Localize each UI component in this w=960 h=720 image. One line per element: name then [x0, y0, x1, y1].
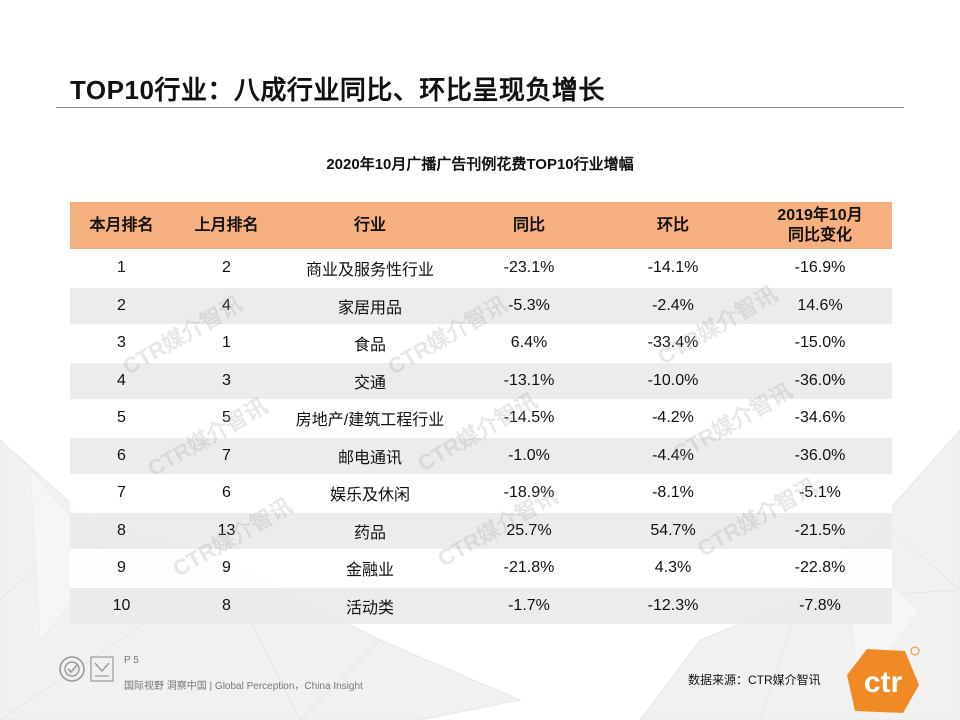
- header-yoy: 同比: [460, 202, 598, 250]
- cell-current-rank: 2: [70, 286, 173, 325]
- industry-growth-table: 本月排名 上月排名 行业 同比 环比 2019年10月 同比变化 1 2 商业及…: [70, 202, 892, 624]
- header-mom: 环比: [598, 202, 748, 250]
- cell-industry: 药品: [280, 511, 460, 550]
- cell-yoy: -1.7%: [460, 586, 598, 624]
- cell-industry: 商业及服务性行业: [280, 249, 460, 287]
- cell-mom: 54.7%: [598, 511, 748, 550]
- table-row: 10 8 活动类 -1.7% -12.3% -7.8%: [70, 586, 892, 624]
- cell-current-rank: 10: [70, 586, 173, 624]
- cell-last-rank: 1: [173, 324, 280, 362]
- cell-last-rank: 13: [173, 511, 280, 550]
- cell-mom: -12.3%: [598, 586, 748, 624]
- cell-yoy: -5.3%: [460, 286, 598, 325]
- cell-mom: 4.3%: [598, 549, 748, 587]
- cell-yoy: -13.1%: [460, 361, 598, 400]
- cell-mom: -2.4%: [598, 286, 748, 325]
- cell-current-rank: 1: [70, 249, 173, 287]
- header-industry: 行业: [280, 202, 460, 250]
- table-row: 7 6 娱乐及休闲 -18.9% -8.1% -5.1%: [70, 474, 892, 512]
- header-last-rank: 上月排名: [173, 202, 280, 250]
- table-row: 6 7 邮电通讯 -1.0% -4.4% -36.0%: [70, 436, 892, 475]
- certification-logos: [59, 656, 114, 682]
- cell-mom: -10.0%: [598, 361, 748, 400]
- cell-yoy: -14.5%: [460, 399, 598, 437]
- cell-last-rank: 4: [173, 286, 280, 325]
- table-caption: 2020年10月广播广告刊例花费TOP10行业增幅: [326, 156, 634, 173]
- cell-last-rank: 9: [173, 549, 280, 587]
- cell-yoy: -23.1%: [460, 249, 598, 287]
- cell-yoy: -18.9%: [460, 474, 598, 512]
- cell-2019-yoy: -21.5%: [748, 511, 892, 550]
- cell-industry: 金融业: [280, 549, 460, 587]
- cell-mom: -4.2%: [598, 399, 748, 437]
- cell-mom: -14.1%: [598, 249, 748, 287]
- cell-current-rank: 5: [70, 399, 173, 437]
- cell-current-rank: 3: [70, 324, 173, 362]
- cell-yoy: 6.4%: [460, 324, 598, 362]
- cell-current-rank: 4: [70, 361, 173, 400]
- ukas-cert-icon: [90, 656, 114, 682]
- cell-last-rank: 2: [173, 249, 280, 287]
- table-row: 1 2 商业及服务性行业 -23.1% -14.1% -16.9%: [70, 249, 892, 287]
- cell-industry: 房地产/建筑工程行业: [280, 399, 460, 437]
- header-2019-yoy-change: 2019年10月 同比变化: [748, 202, 892, 250]
- data-source: 数据来源：CTR媒介智讯: [688, 673, 821, 687]
- cell-current-rank: 9: [70, 549, 173, 587]
- cell-mom: -8.1%: [598, 474, 748, 512]
- cell-industry: 食品: [280, 324, 460, 362]
- table-row: 2 4 家居用品 -5.3% -2.4% 14.6%: [70, 286, 892, 325]
- cell-yoy: -1.0%: [460, 436, 598, 475]
- cell-industry: 活动类: [280, 586, 460, 624]
- cell-last-rank: 7: [173, 436, 280, 475]
- cell-yoy: -21.8%: [460, 549, 598, 587]
- table-row: 3 1 食品 6.4% -33.4% -15.0%: [70, 324, 892, 362]
- cell-2019-yoy: -16.9%: [748, 249, 892, 287]
- slide-title: TOP10行业：八成行业同比、环比呈现负增长: [70, 75, 605, 105]
- cell-mom: -4.4%: [598, 436, 748, 475]
- table-header-row: 本月排名 上月排名 行业 同比 环比 2019年10月 同比变化: [70, 202, 892, 250]
- cell-mom: -33.4%: [598, 324, 748, 362]
- footer-slogan: 国际视野 洞察中国 | Global Perception，China Insi…: [124, 681, 363, 692]
- cell-2019-yoy: -22.8%: [748, 549, 892, 587]
- cell-last-rank: 3: [173, 361, 280, 400]
- cell-2019-yoy: 14.6%: [748, 286, 892, 325]
- sgs-cert-icon: [59, 656, 85, 682]
- cell-2019-yoy: -7.8%: [748, 586, 892, 624]
- cell-2019-yoy: -36.0%: [748, 436, 892, 475]
- cell-current-rank: 7: [70, 474, 173, 512]
- cell-industry: 邮电通讯: [280, 436, 460, 475]
- title-divider: [56, 107, 904, 108]
- ctr-logo: ctr: [847, 646, 920, 713]
- cell-last-rank: 5: [173, 399, 280, 437]
- table-row: 9 9 金融业 -21.8% 4.3% -22.8%: [70, 549, 892, 587]
- cell-industry: 娱乐及休闲: [280, 474, 460, 512]
- table-row: 4 3 交通 -13.1% -10.0% -36.0%: [70, 361, 892, 400]
- ctr-logo-text: ctr: [864, 666, 903, 699]
- cell-2019-yoy: -5.1%: [748, 474, 892, 512]
- cell-2019-yoy: -36.0%: [748, 361, 892, 400]
- cell-yoy: 25.7%: [460, 511, 598, 550]
- cell-2019-yoy: -34.6%: [748, 399, 892, 437]
- page-number: P 5: [124, 655, 139, 666]
- cell-last-rank: 6: [173, 474, 280, 512]
- cell-industry: 交通: [280, 361, 460, 400]
- table-row: 5 5 房地产/建筑工程行业 -14.5% -4.2% -34.6%: [70, 399, 892, 437]
- cell-last-rank: 8: [173, 586, 280, 624]
- table-row: 8 13 药品 25.7% 54.7% -21.5%: [70, 511, 892, 550]
- cell-2019-yoy: -15.0%: [748, 324, 892, 362]
- cell-current-rank: 8: [70, 511, 173, 550]
- cell-current-rank: 6: [70, 436, 173, 475]
- cell-industry: 家居用品: [280, 286, 460, 325]
- header-current-rank: 本月排名: [70, 202, 173, 250]
